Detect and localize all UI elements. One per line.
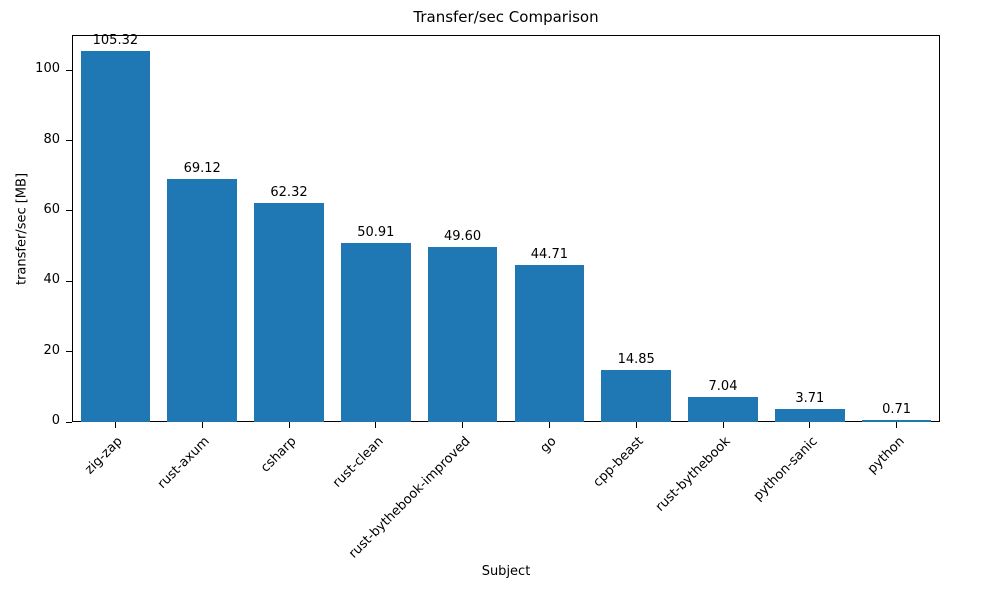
y-tick-label: 60 — [43, 201, 60, 217]
bar-value-label: 49.60 — [443, 229, 482, 245]
bar-python — [861, 419, 932, 422]
x-tick-label: go — [537, 434, 560, 457]
bar-go — [514, 264, 585, 422]
bar-value-label: 0.71 — [882, 401, 912, 417]
x-tick-label: rust-clean — [329, 434, 387, 491]
y-axis-label: transfer/sec [MB] — [14, 172, 30, 285]
bar-value-label: 105.32 — [92, 33, 139, 49]
x-tick-label: python — [864, 434, 908, 477]
x-tick-mark — [375, 422, 377, 428]
x-tick-label: cpp-beast — [590, 434, 647, 491]
bar-rust-axum — [167, 178, 237, 422]
x-tick-mark — [462, 422, 464, 428]
bar-zig-zap — [80, 51, 151, 422]
bar-value-label: 62.32 — [270, 184, 308, 200]
y-tick-label: 0 — [51, 413, 60, 428]
bar-rust-bythebook-improved — [427, 247, 498, 422]
x-tick-mark — [548, 422, 550, 428]
y-tick-label: 100 — [35, 61, 60, 77]
y-tick-label: 80 — [43, 131, 60, 147]
bar-rust-bythebook — [688, 397, 758, 422]
x-tick-mark — [722, 422, 724, 428]
y-tick-label: 40 — [43, 272, 60, 288]
chart-title: Transfer/sec Comparison — [413, 8, 599, 26]
y-tick-mark — [66, 210, 72, 212]
bar-rust-clean — [341, 242, 411, 422]
x-axis-label: Subject — [481, 564, 531, 579]
x-tick-mark — [288, 422, 290, 428]
y-tick-mark — [66, 351, 72, 353]
y-tick-mark — [66, 140, 72, 142]
x-tick-label: rust-bythebook — [652, 434, 734, 515]
bar-value-label: 3.71 — [795, 390, 825, 406]
x-tick-mark — [896, 422, 898, 428]
x-tick-mark — [114, 422, 116, 428]
y-tick-mark — [66, 69, 72, 71]
bar-value-label: 7.04 — [708, 379, 738, 395]
bar-value-label: 14.85 — [617, 351, 655, 367]
bar-value-label: 50.91 — [357, 224, 395, 240]
x-tick-mark — [201, 422, 203, 428]
y-tick-mark — [66, 421, 72, 423]
y-tick-mark — [66, 280, 72, 282]
x-tick-label: csharp — [258, 434, 300, 476]
x-tick-label: rust-axum — [155, 434, 213, 492]
x-tick-mark — [635, 422, 637, 428]
x-tick-mark — [809, 422, 811, 428]
x-tick-label: python-sanic — [750, 434, 821, 504]
bar-value-label: 44.71 — [530, 246, 568, 262]
y-tick-label: 20 — [43, 342, 60, 358]
bar-csharp — [254, 202, 324, 422]
x-tick-label: rust-bythebook-improved — [345, 434, 474, 562]
bar-python-sanic — [775, 408, 845, 422]
bar-value-label: 69.12 — [183, 160, 221, 176]
bar-cpp-beast — [601, 369, 671, 422]
